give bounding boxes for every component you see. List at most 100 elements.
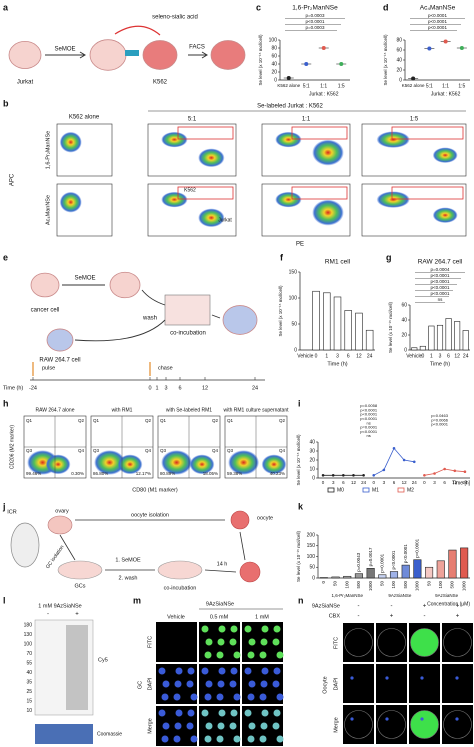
dish <box>164 294 211 326</box>
oocyte-signal <box>377 710 406 739</box>
y-tick-label: 50 <box>291 321 297 327</box>
bar <box>378 574 387 579</box>
cell-signal <box>161 735 169 743</box>
cell-signal <box>161 693 169 701</box>
label: 1:1 <box>442 83 449 89</box>
label: Merge <box>147 718 153 734</box>
label: 24 <box>412 480 418 485</box>
label: 9AzSiaNSe <box>435 593 459 598</box>
point <box>352 474 355 477</box>
y-tick-label: 80 <box>396 37 402 43</box>
label: 10 <box>26 708 32 714</box>
label: p<0.0001 <box>428 25 447 30</box>
label: Q2 <box>78 418 85 423</box>
cell-signal <box>217 680 225 688</box>
cell-signal <box>190 693 198 701</box>
micrograph <box>343 623 374 662</box>
point <box>443 467 446 471</box>
cell-signal <box>201 667 209 675</box>
label: 12.17% <box>136 471 151 476</box>
label: 1000 <box>415 581 420 592</box>
bar <box>365 329 374 351</box>
y-tick-label: 40 <box>271 61 277 67</box>
label: Vehicle <box>297 353 313 359</box>
label: FITC <box>333 637 339 649</box>
micrograph <box>376 664 407 703</box>
label: Q2 <box>145 418 152 423</box>
label: 12 <box>452 480 458 485</box>
nucleus <box>385 676 389 680</box>
point <box>402 458 406 462</box>
label: 0 <box>315 353 318 359</box>
label: p<0.0001 <box>360 412 378 417</box>
y-tick-label: 20 <box>401 332 407 338</box>
flow-population <box>59 191 82 213</box>
arrow <box>45 51 86 59</box>
label: 99.46% <box>26 471 41 476</box>
panel-letter: n <box>298 595 304 605</box>
label: Q1 <box>160 418 167 423</box>
y-tick-label: 150 <box>307 543 316 549</box>
mouse <box>10 522 40 568</box>
label: 24 <box>463 353 469 359</box>
label: cancer cell <box>31 308 60 314</box>
cell-signal <box>218 709 226 717</box>
panel-letter: c <box>256 2 261 12</box>
label: 1:5 <box>458 83 465 89</box>
cell-signal <box>261 625 269 633</box>
cell-signal <box>272 680 280 688</box>
cell-signal <box>218 625 226 633</box>
cell-signal <box>175 667 183 675</box>
bar <box>411 347 418 351</box>
point <box>459 46 464 50</box>
label: with Se-labeled RM1 <box>166 407 212 413</box>
y-tick-label: 0 <box>404 347 407 353</box>
cell-signal <box>259 693 267 701</box>
label: Se level (x 10⁻¹⁵ mol/cell) <box>296 434 301 486</box>
cell <box>8 41 42 70</box>
panel-letter: f <box>280 252 284 262</box>
label: 0 <box>148 385 151 391</box>
label: 80.89% <box>160 471 175 476</box>
label: Cy5 <box>98 657 108 663</box>
label: 12 <box>202 385 208 391</box>
label: M0 <box>337 487 344 493</box>
label: 6 <box>393 480 396 485</box>
pulse-arrow <box>32 362 151 376</box>
micrograph <box>442 623 473 662</box>
cell-signal <box>173 693 181 701</box>
point <box>339 62 344 66</box>
label: 0 <box>321 581 326 584</box>
flow-population <box>432 147 458 163</box>
label: 6 <box>347 353 350 359</box>
flow-population <box>261 454 287 475</box>
flow-population <box>275 131 302 148</box>
label: M1 <box>372 487 379 493</box>
label: ns <box>367 420 371 425</box>
label: Se level (x 10⁻¹⁵ mol/cell) <box>278 285 283 337</box>
legend-swatch <box>397 487 405 493</box>
cell-signal <box>174 680 182 688</box>
flow-population <box>275 191 302 208</box>
label: 3 <box>332 480 335 485</box>
label: 25 <box>26 689 32 695</box>
cell <box>222 305 258 335</box>
label: 70 <box>26 651 32 657</box>
bar <box>428 325 435 351</box>
cell-signal <box>276 735 284 743</box>
cell-signal <box>204 693 212 701</box>
point <box>412 460 416 464</box>
label: Q4 <box>212 448 219 453</box>
label: Jurkat <box>218 217 232 223</box>
cell <box>210 40 246 70</box>
cell-signal <box>230 667 238 675</box>
point <box>423 474 426 477</box>
y-tick-label: 40 <box>309 439 315 445</box>
micrograph <box>409 664 440 703</box>
y-tick-label: 30 <box>309 448 315 454</box>
label: 1000 <box>368 581 373 592</box>
label: 55 <box>26 660 32 666</box>
cell-signal <box>272 722 280 730</box>
label: SeMOE <box>54 47 75 53</box>
